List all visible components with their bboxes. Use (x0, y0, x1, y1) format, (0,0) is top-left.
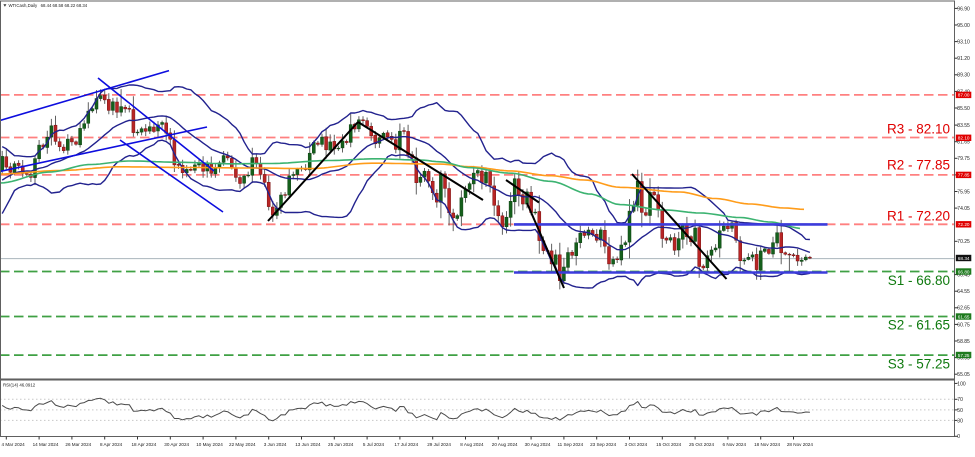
svg-text:0: 0 (957, 434, 960, 440)
svg-text:S2 - 61.65: S2 - 61.65 (888, 318, 950, 333)
svg-text:10 May 2024: 10 May 2024 (196, 442, 223, 447)
svg-text:20 Aug 2024: 20 Aug 2024 (492, 442, 518, 447)
svg-text:25 Jun 2024: 25 Jun 2024 (328, 442, 354, 447)
svg-text:23 Sep 2024: 23 Sep 2024 (590, 442, 617, 447)
svg-text:22 May 2024: 22 May 2024 (229, 442, 256, 447)
svg-text:28 Nov 2024: 28 Nov 2024 (787, 442, 813, 447)
svg-text:8 Aug 2024: 8 Aug 2024 (460, 442, 484, 447)
svg-text:81.65: 81.65 (957, 140, 970, 146)
svg-text:18 Apr 2024: 18 Apr 2024 (132, 442, 157, 447)
svg-text:S3 - 57.25: S3 - 57.25 (888, 357, 950, 372)
svg-text:82.10: 82.10 (958, 136, 970, 141)
svg-text:70: 70 (957, 397, 963, 403)
svg-text:85.50: 85.50 (957, 106, 970, 112)
svg-text:64.55: 64.55 (957, 289, 970, 295)
svg-text:91.20: 91.20 (957, 56, 970, 62)
svg-text:11 Sep 2024: 11 Sep 2024 (557, 442, 583, 447)
svg-text:17 Jul 2024: 17 Jul 2024 (394, 442, 418, 447)
svg-text:66.45: 66.45 (957, 273, 970, 279)
svg-text:96.90: 96.90 (957, 6, 970, 12)
svg-text:30 Apr 2024: 30 Apr 2024 (164, 442, 189, 447)
svg-text:50: 50 (957, 408, 963, 414)
svg-text:15 Oct 2024: 15 Oct 2024 (656, 442, 681, 447)
svg-text:68.44 68.58 68.22 68.34: 68.44 68.58 68.22 68.34 (41, 3, 88, 8)
svg-text:60.75: 60.75 (957, 322, 970, 328)
svg-text:3 Jun 2024: 3 Jun 2024 (264, 442, 287, 447)
svg-text:R2 - 77.85: R2 - 77.85 (887, 157, 950, 172)
svg-text:25 Oct 2024: 25 Oct 2024 (689, 442, 714, 447)
svg-text:77.85: 77.85 (958, 173, 970, 178)
svg-text:79.75: 79.75 (957, 156, 970, 162)
svg-text:30 Aug 2024: 30 Aug 2024 (525, 442, 551, 447)
svg-text:72.20: 72.20 (958, 222, 970, 227)
svg-text:93.10: 93.10 (957, 40, 970, 46)
svg-text:6 Nov 2024: 6 Nov 2024 (723, 442, 747, 447)
svg-text:57.25: 57.25 (958, 353, 970, 358)
svg-text:29 Jul 2024: 29 Jul 2024 (427, 442, 451, 447)
svg-text:66.80: 66.80 (958, 269, 970, 274)
svg-text:RSI(14) 46.0912: RSI(14) 46.0912 (3, 382, 36, 387)
svg-text:87.00: 87.00 (958, 93, 970, 98)
svg-text:61.65: 61.65 (958, 314, 970, 319)
svg-text:13 Jun 2024: 13 Jun 2024 (295, 442, 321, 447)
svg-text:89.30: 89.30 (957, 73, 970, 79)
svg-text:3 Oct 2024: 3 Oct 2024 (625, 442, 648, 447)
svg-text:75.95: 75.95 (957, 189, 970, 195)
svg-text:8 Apr 2024: 8 Apr 2024 (100, 442, 123, 447)
svg-text:95.00: 95.00 (957, 23, 970, 29)
svg-text:55.05: 55.05 (957, 372, 970, 378)
svg-text:4 Mar 2024: 4 Mar 2024 (2, 442, 26, 447)
svg-text:R3 - 82.10: R3 - 82.10 (887, 122, 950, 137)
svg-text:S1 - 66.80: S1 - 66.80 (888, 273, 950, 288)
svg-text:56.95: 56.95 (957, 356, 970, 362)
svg-text:74.05: 74.05 (957, 206, 970, 212)
svg-text:70.25: 70.25 (957, 239, 970, 245)
svg-text:83.55: 83.55 (957, 123, 970, 129)
svg-text:18 Nov 2024: 18 Nov 2024 (754, 442, 780, 447)
svg-text:26 Mar 2024: 26 Mar 2024 (65, 442, 91, 447)
svg-text:WTICash,Daily: WTICash,Daily (9, 3, 39, 8)
svg-text:R1 - 72.20: R1 - 72.20 (887, 209, 950, 224)
svg-text:30: 30 (957, 418, 963, 424)
svg-text:100: 100 (957, 381, 966, 387)
svg-text:62.65: 62.65 (957, 306, 970, 312)
svg-text:58.85: 58.85 (957, 339, 970, 345)
svg-text:68.34: 68.34 (958, 256, 970, 261)
svg-text:14 Mar 2024: 14 Mar 2024 (33, 442, 59, 447)
svg-text:5 Jul 2024: 5 Jul 2024 (363, 442, 385, 447)
